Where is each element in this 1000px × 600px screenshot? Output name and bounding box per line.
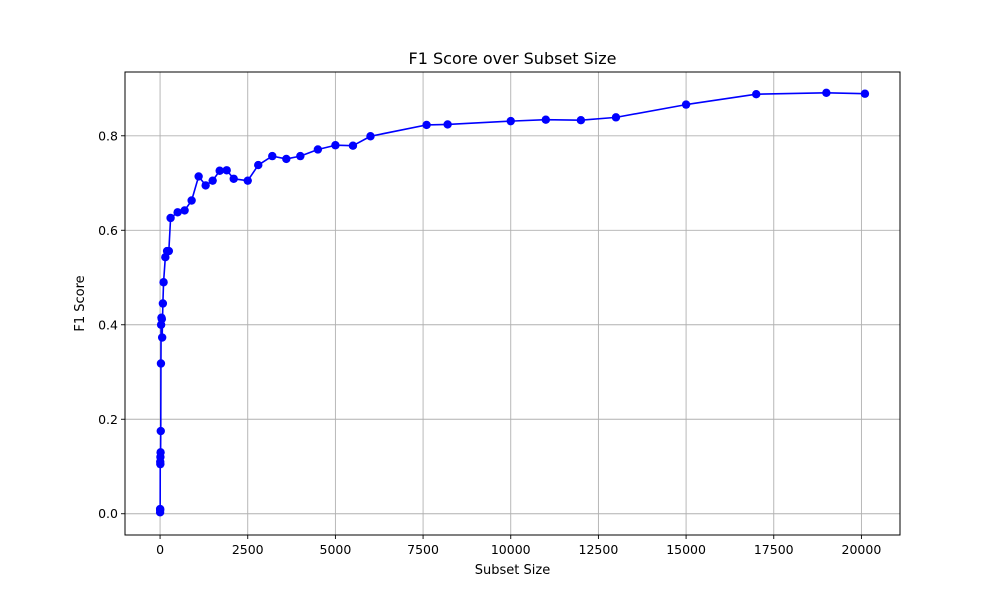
data-point	[752, 90, 761, 99]
chart-title: F1 Score over Subset Size	[409, 49, 617, 68]
data-point	[194, 172, 203, 181]
data-point	[296, 151, 305, 161]
y-axis-label: F1 Score	[73, 275, 88, 331]
data-point	[157, 333, 167, 342]
data-point	[159, 278, 168, 287]
data-point	[156, 359, 166, 368]
data-point	[180, 206, 189, 215]
data-point	[611, 113, 621, 122]
plot-frame	[124, 71, 901, 536]
data-point	[268, 151, 277, 161]
data-point	[156, 459, 165, 469]
data-point	[681, 100, 691, 109]
data-point	[822, 88, 831, 97]
x-tick-label: 12500	[579, 542, 619, 557]
data-point	[166, 213, 175, 223]
data-point	[366, 132, 375, 141]
data-point	[243, 176, 252, 185]
x-tick-label: 15000	[666, 542, 706, 557]
x-tick-label: 0	[156, 542, 164, 557]
data-point	[222, 166, 231, 175]
x-tick-label: 5000	[320, 542, 352, 557]
x-tick-label: 20000	[842, 542, 882, 557]
y-tick-label: 0.4	[98, 317, 118, 332]
data-point	[506, 116, 515, 126]
data-point	[313, 145, 323, 154]
y-tick-label: 0.0	[98, 506, 118, 521]
grid	[125, 72, 900, 535]
series	[155, 88, 870, 517]
data-point	[201, 181, 210, 190]
data-point	[443, 120, 452, 129]
data-point	[155, 505, 165, 515]
data-point	[229, 174, 238, 183]
data-point	[173, 208, 182, 217]
x-tick-label: 2500	[232, 542, 264, 557]
data-point	[158, 299, 168, 308]
data-point	[187, 196, 196, 205]
ticks: 0 2500 5000 7500 10000 12500 15000 17500 20000 0.…	[98, 128, 881, 557]
data-point	[282, 154, 291, 164]
data-point	[541, 115, 551, 124]
data-point	[331, 141, 340, 150]
data-point	[215, 166, 224, 175]
data-point	[576, 115, 586, 125]
data-point	[164, 246, 174, 256]
data-point	[860, 89, 870, 98]
x-tick-label: 10000	[491, 542, 531, 557]
x-axis-label: Subset Size	[475, 563, 550, 578]
y-tick-label: 0.6	[98, 223, 118, 238]
data-point	[156, 448, 165, 457]
y-tick-label: 0.8	[98, 128, 118, 143]
data-point	[208, 176, 217, 185]
data-point	[156, 426, 165, 436]
data-point	[157, 314, 167, 324]
x-tick-label: 17500	[754, 542, 794, 557]
data-point	[422, 120, 431, 130]
data-point	[348, 141, 358, 150]
data-point	[254, 160, 263, 170]
y-tick-label: 0.2	[98, 412, 118, 427]
x-tick-label: 7500	[407, 542, 439, 557]
